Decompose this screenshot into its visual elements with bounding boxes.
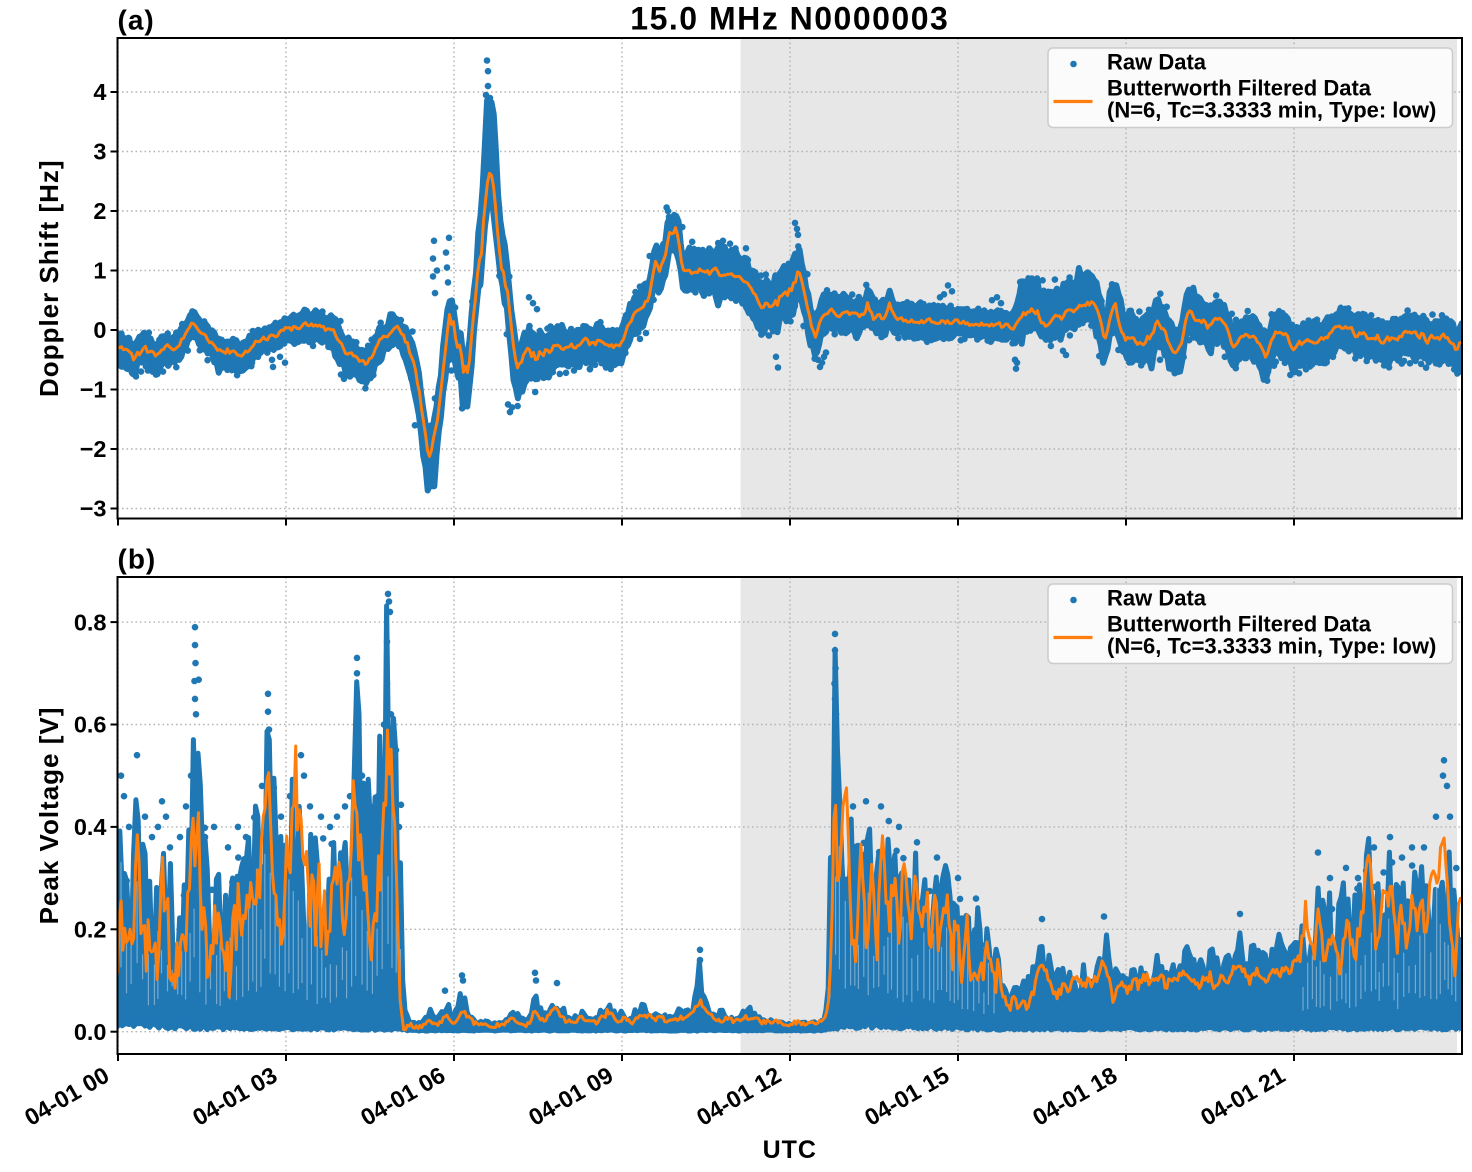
svg-text:(a): (a) (118, 5, 155, 36)
svg-text:−1: −1 (80, 377, 107, 403)
svg-text:3: 3 (93, 139, 106, 165)
svg-text:Peak Voltage [V]: Peak Voltage [V] (34, 707, 64, 925)
svg-text:15.0 MHz N0000003: 15.0 MHz N0000003 (630, 1, 949, 37)
svg-text:0.2: 0.2 (74, 917, 107, 943)
svg-text:(N=6, Tc=3.3333 min, Type: low: (N=6, Tc=3.3333 min, Type: low) (1107, 98, 1436, 123)
svg-text:4: 4 (93, 79, 106, 105)
svg-text:Raw Data: Raw Data (1107, 50, 1207, 75)
svg-text:Doppler Shift [Hz]: Doppler Shift [Hz] (34, 159, 64, 397)
svg-text:0.8: 0.8 (74, 609, 107, 635)
svg-text:(N=6, Tc=3.3333 min, Type: low: (N=6, Tc=3.3333 min, Type: low) (1107, 634, 1436, 659)
svg-text:Raw Data: Raw Data (1107, 586, 1207, 611)
svg-text:−3: −3 (80, 496, 107, 522)
svg-text:UTC: UTC (763, 1136, 817, 1164)
svg-text:1: 1 (93, 258, 106, 284)
svg-text:2: 2 (93, 198, 106, 224)
svg-text:−2: −2 (80, 436, 107, 462)
svg-text:0.0: 0.0 (74, 1019, 107, 1045)
svg-text:Butterworth Filtered Data: Butterworth Filtered Data (1107, 76, 1372, 101)
svg-text:0: 0 (93, 317, 106, 343)
svg-text:Butterworth Filtered Data: Butterworth Filtered Data (1107, 612, 1372, 637)
svg-text:0.4: 0.4 (74, 814, 107, 840)
svg-text:(b): (b) (118, 544, 157, 575)
svg-text:0.6: 0.6 (74, 712, 107, 738)
